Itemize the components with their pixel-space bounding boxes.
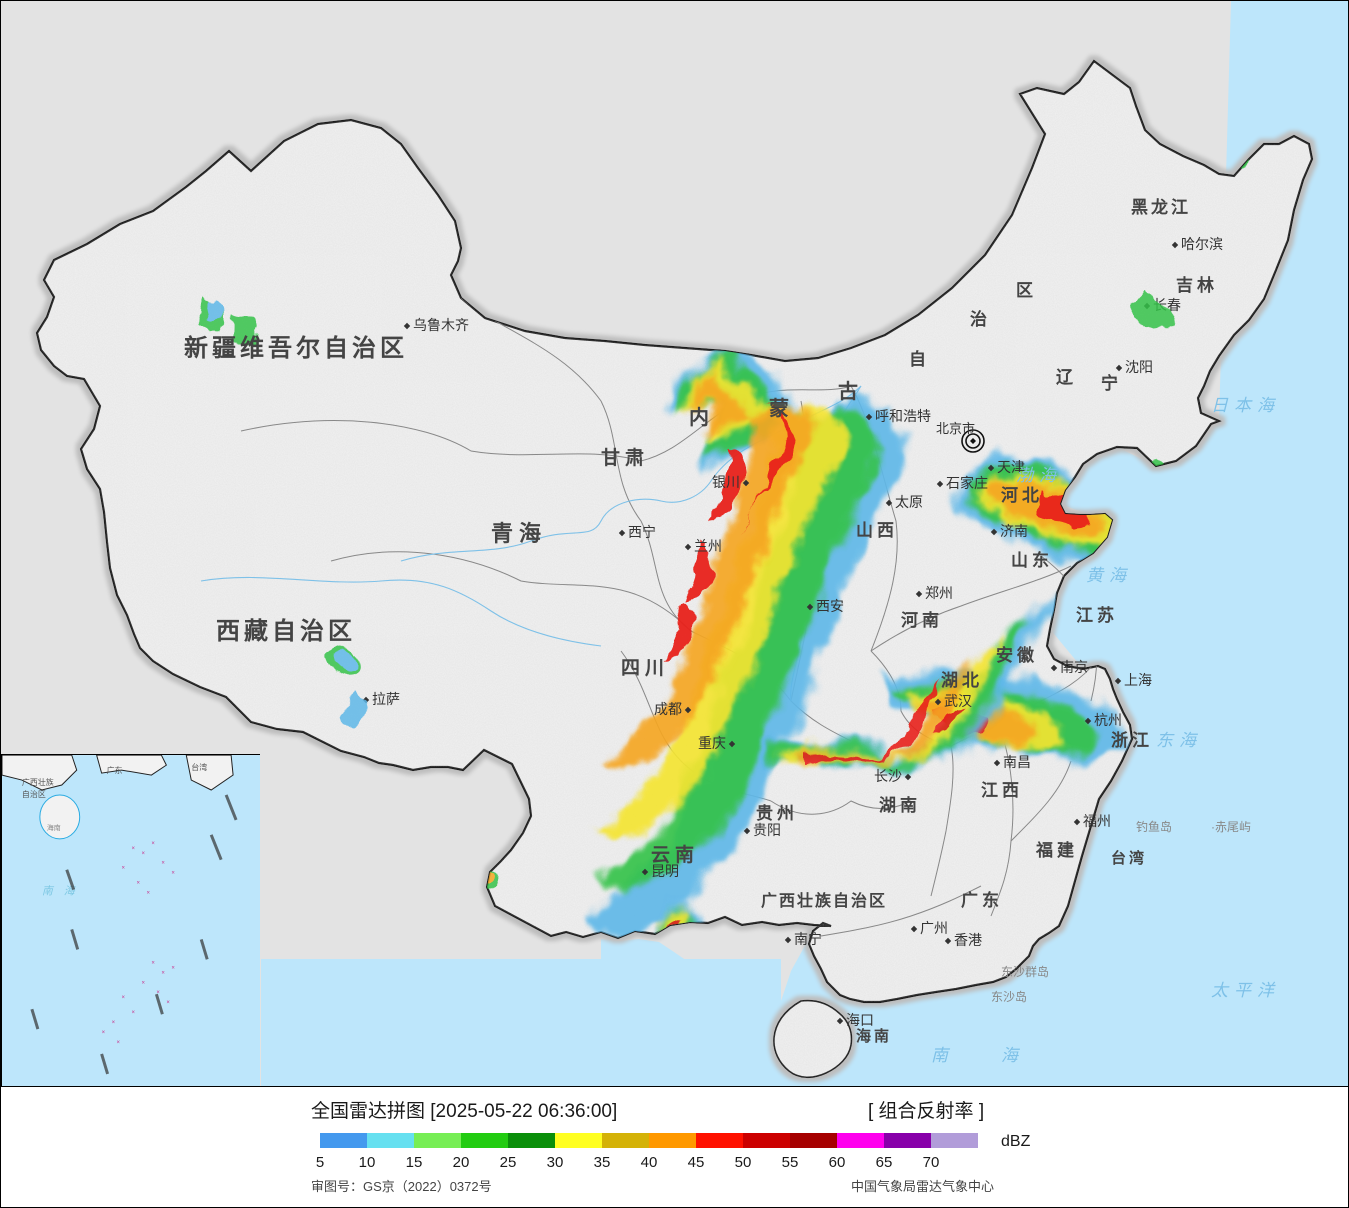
svg-text:福建: 福建 (1035, 840, 1078, 860)
svg-text:山西: 山西 (856, 521, 898, 540)
svg-text:广东: 广东 (107, 765, 123, 775)
svg-text:区: 区 (1016, 281, 1033, 300)
svg-text:日本海: 日本海 (1211, 396, 1280, 415)
svg-text:西藏自治区: 西藏自治区 (216, 617, 356, 645)
svg-text:35: 35 (594, 1154, 611, 1171)
svg-text:45: 45 (688, 1154, 705, 1171)
svg-text:东海: 东海 (1156, 731, 1202, 750)
svg-text:×: × (102, 1030, 106, 1036)
svg-text:全国雷达拼图 [2025-05-22 06:36:00]: 全国雷达拼图 [2025-05-22 06:36:00] (311, 1100, 617, 1122)
svg-text:黑龙江: 黑龙江 (1131, 197, 1191, 217)
svg-text:×: × (112, 1020, 116, 1026)
svg-text:太平洋: 太平洋 (1211, 981, 1280, 1000)
svg-text:四川: 四川 (621, 658, 669, 679)
svg-text:新疆维吾尔自治区: 新疆维吾尔自治区 (184, 334, 408, 362)
svg-text:东沙群岛: 东沙群岛 (1001, 964, 1049, 979)
svg-text:自: 自 (909, 349, 926, 369)
svg-text:浙江: 浙江 (1111, 730, 1153, 750)
svg-text:江西: 江西 (981, 781, 1023, 800)
svg-text:青海: 青海 (491, 521, 547, 546)
svg-text:内: 内 (689, 405, 709, 429)
svg-text:自治区: 自治区 (22, 789, 46, 799)
svg-text:dBZ: dBZ (1001, 1133, 1031, 1150)
svg-text:辽: 辽 (1056, 368, 1074, 387)
svg-text:5: 5 (316, 1154, 324, 1171)
svg-text:×: × (166, 1000, 170, 1006)
svg-text:×: × (171, 965, 175, 971)
svg-text:×: × (131, 846, 135, 852)
svg-text:吉林: 吉林 (1176, 275, 1218, 295)
svg-text:60: 60 (829, 1154, 846, 1171)
svg-text:湖南: 湖南 (879, 795, 921, 815)
svg-text:安徽: 安徽 (996, 645, 1038, 665)
svg-text:15: 15 (406, 1154, 423, 1171)
svg-text:海: 海 (1001, 1046, 1021, 1065)
svg-text:治: 治 (970, 309, 987, 329)
svg-text:×: × (136, 881, 140, 887)
svg-text:河南: 河南 (901, 610, 943, 630)
svg-text:黄海: 黄海 (1086, 566, 1132, 585)
svg-text:古: 古 (838, 379, 858, 403)
svg-text:×: × (161, 861, 165, 867)
svg-text:30: 30 (547, 1154, 564, 1171)
svg-text:湖北: 湖北 (941, 671, 983, 690)
svg-text:钓鱼岛: 钓鱼岛 (1136, 819, 1172, 834)
svg-text:云南: 云南 (651, 844, 699, 866)
svg-text:甘肃: 甘肃 (601, 446, 649, 469)
svg-text:×: × (131, 1010, 135, 1016)
svg-text:×: × (161, 970, 165, 976)
svg-text:20: 20 (453, 1154, 470, 1171)
svg-text:50: 50 (735, 1154, 752, 1171)
svg-text:65: 65 (876, 1154, 893, 1171)
svg-text:贵州: 贵州 (756, 803, 798, 823)
svg-text:山东: 山东 (1011, 550, 1053, 570)
svg-text:×: × (171, 871, 175, 877)
svg-text:台湾: 台湾 (191, 762, 207, 772)
svg-text:×: × (122, 866, 126, 872)
svg-text:×: × (117, 1040, 121, 1046)
svg-text:中国气象局雷达气象中心: 中国气象局雷达气象中心 (851, 1179, 994, 1194)
svg-text:70: 70 (923, 1154, 940, 1171)
svg-text:江苏: 江苏 (1076, 605, 1118, 625)
svg-text:10: 10 (359, 1154, 376, 1171)
svg-text:河北: 河北 (1001, 486, 1043, 505)
svg-text:·赤尾屿: ·赤尾屿 (1211, 820, 1251, 834)
svg-text:渤海: 渤海 (1016, 466, 1062, 485)
svg-text:广东: 广东 (961, 890, 1003, 910)
svg-text:宁: 宁 (1101, 373, 1118, 393)
svg-text:东沙岛: 东沙岛 (991, 989, 1027, 1004)
svg-text:×: × (141, 851, 145, 857)
svg-text:蒙: 蒙 (769, 397, 789, 420)
svg-text:55: 55 (782, 1154, 799, 1171)
svg-text:×: × (141, 980, 145, 986)
svg-text:审图号：GS京（2022）0372号: 审图号：GS京（2022）0372号 (311, 1179, 492, 1194)
svg-text:×: × (151, 960, 155, 966)
svg-text:40: 40 (641, 1154, 658, 1171)
svg-text:×: × (146, 891, 150, 897)
svg-text:广西壮族: 广西壮族 (22, 777, 54, 787)
svg-text:海南: 海南 (856, 1027, 892, 1045)
svg-text:广西壮族自治区: 广西壮族自治区 (761, 891, 887, 910)
svg-text:南: 南 (931, 1046, 951, 1065)
svg-text:×: × (151, 841, 155, 847)
svg-text:海南: 海南 (47, 823, 61, 832)
svg-text:25: 25 (500, 1154, 517, 1171)
svg-text:[ 组合反射率 ]: [ 组合反射率 ] (868, 1100, 984, 1122)
svg-text:台湾: 台湾 (1111, 849, 1147, 867)
svg-text:×: × (122, 995, 126, 1001)
